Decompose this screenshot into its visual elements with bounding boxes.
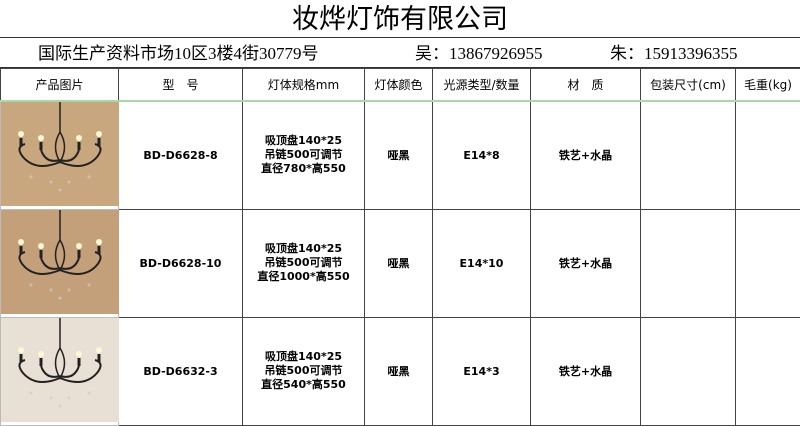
spec-line: 直径540*高550 bbox=[243, 378, 364, 392]
product-image bbox=[1, 101, 119, 210]
color-cell: 哑黑 bbox=[365, 101, 433, 210]
material-cell: 铁艺+水晶 bbox=[531, 317, 641, 425]
weight-cell bbox=[736, 317, 800, 425]
spec-line: 吸顶盘140*25 bbox=[243, 242, 364, 256]
spec-line: 吸顶盘140*25 bbox=[243, 350, 364, 364]
spec-line: 吊链500可调节 bbox=[243, 256, 364, 270]
spec-line: 直径1000*高550 bbox=[243, 270, 364, 284]
header-color: 灯体颜色 bbox=[365, 69, 433, 101]
spec-line: 吊链500可调节 bbox=[243, 364, 364, 378]
material-cell: 铁艺+水晶 bbox=[531, 209, 641, 317]
model-cell: BD-D6628-8 bbox=[119, 101, 243, 210]
header-package: 包装尺寸(cm) bbox=[641, 69, 736, 101]
address: 国际生产资料市场10区3楼4街30779号 bbox=[38, 38, 319, 70]
contact-wu: 吴：13867926955 bbox=[415, 38, 543, 70]
chandelier-image bbox=[1, 318, 119, 422]
header-spec: 灯体规格mm bbox=[243, 69, 365, 101]
header-image: 产品图片 bbox=[1, 69, 119, 101]
header-material: 材 质 bbox=[531, 69, 641, 101]
header-light: 光源类型/数量 bbox=[433, 69, 531, 101]
package-cell bbox=[641, 209, 736, 317]
color-cell: 哑黑 bbox=[365, 317, 433, 425]
address-bar: 国际生产资料市场10区3楼4街30779号 吴：13867926955 朱：15… bbox=[0, 38, 800, 68]
header-weight: 毛重(kg) bbox=[736, 69, 800, 101]
header-model: 型 号 bbox=[119, 69, 243, 101]
spec-line: 吊链500可调节 bbox=[243, 148, 364, 162]
light-cell: E14*10 bbox=[433, 209, 531, 317]
package-cell bbox=[641, 317, 736, 425]
material-cell: 铁艺+水晶 bbox=[531, 101, 641, 210]
spec-line: 直径780*高550 bbox=[243, 162, 364, 176]
product-image bbox=[1, 317, 119, 425]
color-cell: 哑黑 bbox=[365, 209, 433, 317]
weight-cell bbox=[736, 101, 800, 210]
light-cell: E14*3 bbox=[433, 317, 531, 425]
spec-line: 吸顶盘140*25 bbox=[243, 134, 364, 148]
model-cell: BD-D6632-3 bbox=[119, 317, 243, 425]
weight-cell bbox=[736, 209, 800, 317]
product-table: 产品图片 型 号 灯体规格mm 灯体颜色 光源类型/数量 材 质 包装尺寸(cm… bbox=[0, 68, 800, 426]
package-cell bbox=[641, 101, 736, 210]
light-cell: E14*8 bbox=[433, 101, 531, 210]
contact-zhu: 朱：15913396355 bbox=[610, 38, 738, 70]
product-image bbox=[1, 209, 119, 317]
company-title: 妆烨灯饰有限公司 bbox=[0, 0, 800, 38]
chandelier-image bbox=[1, 102, 119, 206]
model-cell: BD-D6628-10 bbox=[119, 209, 243, 317]
chandelier-image bbox=[1, 210, 119, 314]
header-row: 产品图片 型 号 灯体规格mm 灯体颜色 光源类型/数量 材 质 包装尺寸(cm… bbox=[1, 69, 800, 101]
